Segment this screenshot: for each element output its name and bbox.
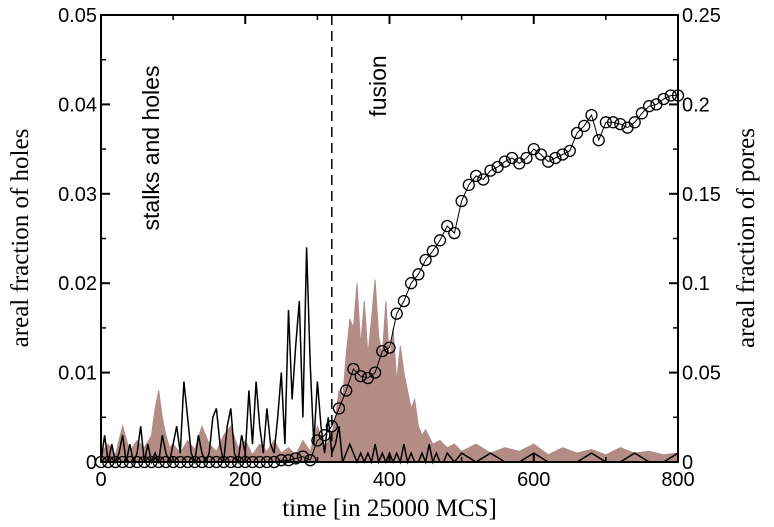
pores-area — [100, 279, 679, 463]
y-tick-label-right: 0.15 — [682, 184, 721, 206]
pores-marker-point — [397, 294, 411, 308]
pores-marker-point — [642, 100, 656, 113]
pores-marker-point — [570, 126, 584, 140]
y-tick-label-left: 0.04 — [58, 94, 97, 116]
pores-marker-point — [390, 307, 403, 320]
pores-marker-point — [469, 169, 483, 183]
pores-marker-point — [606, 116, 620, 129]
pores-marker-point — [462, 178, 475, 192]
y-axis-title-right: areal fraction of pores — [733, 128, 760, 348]
pores-marker-point — [368, 366, 382, 379]
pores-marker-point — [628, 116, 641, 129]
pores-marker-point — [354, 370, 367, 383]
pores-marker-point — [498, 155, 512, 168]
pores-marker-point — [578, 119, 591, 133]
x-tick-label: 600 — [517, 469, 550, 491]
y-tick-label-right: 0.2 — [682, 94, 710, 116]
pores-marker-point — [549, 151, 562, 165]
y-tick-label-right: 0.1 — [682, 273, 710, 295]
pores-fill-layer — [100, 279, 679, 463]
pores-marker-point — [383, 341, 396, 354]
y-tick-label-left: 0.01 — [58, 363, 97, 385]
pores-marker-point — [448, 226, 461, 240]
y-tick-label-left: 0.02 — [58, 273, 97, 295]
pores-marker-point — [332, 402, 346, 415]
pores-marker-point — [455, 194, 468, 208]
x-tick-label: 200 — [229, 469, 262, 491]
pores-marker-point — [419, 253, 432, 267]
pores-marker-point — [347, 362, 360, 376]
pores-marker-point — [599, 116, 613, 129]
pores-marker-point — [412, 268, 425, 281]
axis-ticks: 0 200 400 600 80000.010.020.030.040.0500.050… — [58, 5, 721, 491]
pores-marker-point — [376, 344, 389, 358]
y-tick-label-right: 0 — [682, 452, 693, 474]
annotation-fusion: fusion — [365, 55, 391, 116]
pores-marker-point — [289, 452, 302, 465]
pores-marker-point — [275, 454, 288, 467]
pores-marker-point — [484, 164, 497, 177]
x-tick-label: 800 — [661, 469, 694, 491]
y-tick-label-left: 0.05 — [58, 5, 97, 27]
y-tick-label-left: 0.03 — [58, 184, 97, 206]
pores-marker-point — [520, 151, 533, 165]
pores-marker-point — [542, 155, 555, 168]
annotation-stalks-and-holes: stalks and holes — [138, 66, 164, 231]
pores-marker-point — [318, 429, 331, 442]
y-axis-title-left: areal fraction of holes — [7, 129, 34, 348]
pores-marker-point — [441, 219, 454, 233]
pores-marker-point — [563, 144, 576, 158]
pores-marker-point — [340, 384, 353, 397]
pores-marker-point — [635, 107, 649, 120]
pores-marker-point — [404, 277, 418, 290]
pores-marker-point — [304, 454, 317, 467]
pores-marker-point — [592, 134, 605, 147]
x-axis-title: time [in 25000 MCS] — [282, 495, 497, 522]
x-tick-label: 400 — [373, 469, 406, 491]
pores-marker-point — [664, 89, 677, 102]
pores-marker-point — [426, 244, 439, 258]
pores-marker-point — [556, 148, 569, 161]
pores-marker-point — [614, 117, 627, 131]
pores-marker-point — [534, 148, 548, 161]
pores-marker-point — [477, 173, 490, 186]
pores-marker-point — [657, 92, 670, 106]
y-tick-label-right: 0.25 — [682, 5, 721, 27]
pores-marker-point — [585, 108, 598, 122]
y-tick-label-left: 0 — [86, 452, 97, 474]
pores-marker-point — [433, 234, 447, 247]
pores-marker-point — [282, 454, 295, 467]
y-tick-label-right: 0.05 — [682, 363, 721, 385]
x-tick-label: 0 — [95, 469, 106, 491]
